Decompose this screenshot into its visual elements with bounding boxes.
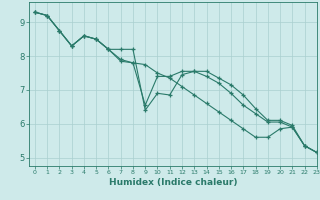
X-axis label: Humidex (Indice chaleur): Humidex (Indice chaleur)	[108, 178, 237, 187]
